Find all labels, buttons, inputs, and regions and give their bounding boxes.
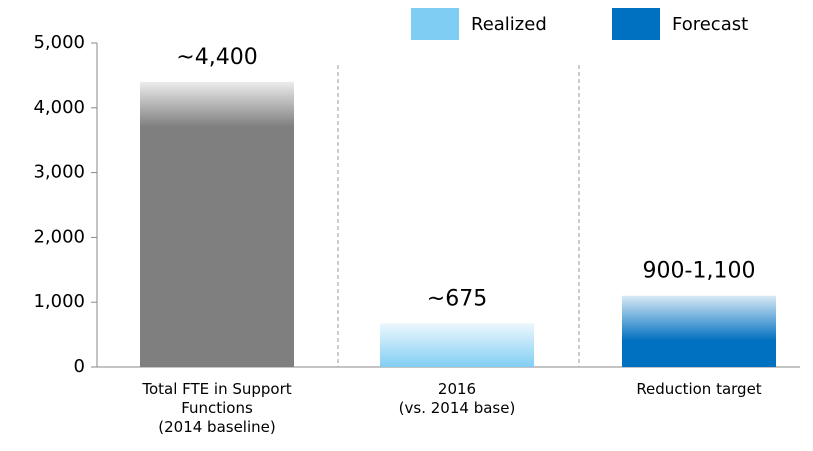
x-tick-label: Reduction target: [636, 380, 762, 398]
bar: [380, 323, 534, 367]
value-label: ~4,400: [176, 45, 257, 70]
legend-label: Forecast: [672, 14, 748, 35]
x-tick-label: 2016 (vs. 2014 base): [398, 380, 516, 417]
y-tick-label: 4,000: [33, 97, 85, 118]
y-tick-label: 3,000: [33, 162, 85, 183]
y-tick-label: 5,000: [33, 32, 85, 53]
bar: [140, 81, 294, 367]
bar: [622, 295, 776, 367]
y-tick-label: 2,000: [33, 226, 85, 247]
legend-label: Realized: [471, 14, 547, 35]
x-tick-label: Total FTE in Support Functions (2014 bas…: [142, 380, 292, 436]
value-label: ~675: [427, 286, 487, 311]
y-tick-label: 1,000: [33, 291, 85, 312]
legend-swatch: [612, 8, 660, 40]
legend-swatch: [411, 8, 459, 40]
y-tick-label: 0: [74, 356, 85, 377]
value-label: 900-1,100: [643, 259, 756, 284]
